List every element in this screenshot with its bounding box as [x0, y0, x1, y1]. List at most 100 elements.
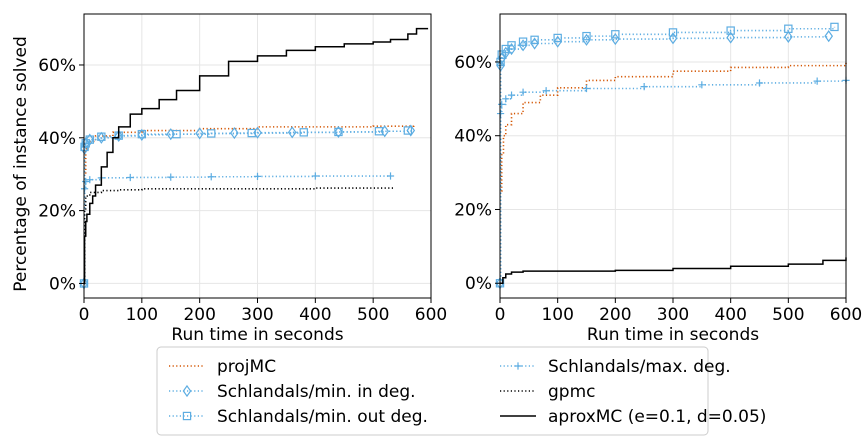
data-point: [582, 33, 591, 46]
x-tick-label: 500: [772, 305, 804, 325]
data-point: [207, 173, 215, 181]
legend-entry: Schlandals/min. in deg.: [169, 382, 416, 402]
data-point: [85, 135, 94, 144]
data-point: [783, 30, 793, 43]
series-line: [83, 130, 409, 285]
data-point: [640, 83, 648, 91]
series-projmc: [83, 125, 415, 285]
data-point: [287, 126, 297, 139]
data-point: [406, 124, 416, 137]
x-tick-label: 100: [126, 305, 158, 325]
chart-panel-1: 0 100 200 300 400 500 600 0% 20% 40% 60% Run time i…: [11, 13, 447, 345]
data-point: [334, 127, 343, 137]
series-line: [499, 26, 836, 285]
data-point: [247, 128, 256, 138]
y-axis-title: Percentage of instance solved: [11, 36, 31, 292]
data-point: [172, 129, 181, 139]
legend-box: [156, 346, 709, 436]
data-point: [755, 79, 764, 87]
y-tick-label: 0%: [49, 274, 76, 294]
data-point: [334, 125, 343, 139]
y-tick-label: 20%: [38, 202, 76, 222]
data-point: [553, 33, 562, 43]
y-tick-label: 0%: [465, 274, 492, 294]
data-point: [582, 31, 591, 41]
legend-label: gpmc: [548, 382, 596, 402]
data-point: [784, 24, 793, 33]
data-point: [519, 88, 527, 96]
data-point: [374, 127, 384, 136]
data-point: [668, 32, 678, 45]
data-point: [137, 128, 147, 141]
data-point: [726, 26, 735, 35]
data-point: [167, 173, 175, 181]
data-point: [498, 100, 506, 108]
data-point: [311, 172, 319, 180]
legend-entry: aproxMC (e=0.1, d=0.05): [500, 407, 766, 427]
y-tick-label: 40%: [454, 127, 492, 147]
legend-label: projMC: [217, 357, 276, 377]
y-tick-label: 60%: [38, 56, 76, 76]
data-point: [698, 81, 706, 89]
x-tick-label: 300: [657, 305, 689, 325]
data-point: [97, 132, 106, 141]
x-tick-label: 200: [183, 305, 215, 325]
y-tick-label: 40%: [38, 129, 76, 149]
data-point: [230, 126, 239, 140]
data-point: [207, 129, 216, 138]
data-point: [126, 173, 134, 182]
data-point: [507, 41, 516, 50]
legend-marker: [182, 411, 192, 421]
data-point: [582, 84, 591, 93]
x-axis-title: Run time in seconds: [587, 325, 759, 345]
series-schlandals-min-out-deg: [495, 22, 839, 288]
data-point: [403, 126, 413, 135]
data-point: [497, 52, 507, 65]
series-line: [83, 27, 429, 285]
chart-panel-2: 0 100 200 300 400 500 600 0% 20% 40% 60% Run time i…: [454, 13, 862, 345]
legend-entry: projMC: [169, 357, 276, 377]
data-point: [82, 177, 90, 186]
data-point: [299, 128, 308, 137]
legend-label: Schlandals/max. deg.: [548, 357, 731, 377]
data-point: [813, 77, 821, 85]
legend-label: aproxMC (e=0.1, d=0.05): [548, 407, 766, 427]
series-schlandals-max-deg: [80, 172, 395, 288]
x-tick-label: 600: [415, 305, 447, 325]
x-tick-label: 500: [357, 305, 389, 325]
data-point: [86, 176, 94, 184]
series-line: [499, 61, 847, 285]
data-point: [253, 172, 262, 180]
legend-marker: [514, 362, 522, 370]
data-point: [507, 91, 516, 99]
x-tick-label: 300: [241, 305, 273, 325]
x-axis-title: Run time in seconds: [171, 325, 343, 345]
x-tick-label: 400: [714, 305, 746, 325]
series-schlandals-min-in-deg: [495, 30, 834, 290]
legend-label: Schlandals/min. in deg.: [217, 382, 416, 402]
legend-entry: Schlandals/min. out deg.: [169, 407, 428, 427]
data-point: [668, 28, 678, 37]
x-tick-label: 0: [79, 305, 90, 325]
series-line: [83, 187, 394, 285]
series-projmc: [499, 61, 847, 285]
y-tick-label: 60%: [454, 53, 492, 73]
data-point: [496, 109, 505, 118]
series-schlandals-min-in-deg: [79, 124, 416, 290]
legend-entry: Schlandals/max. deg.: [500, 357, 731, 377]
x-tick-label: 400: [299, 305, 331, 325]
data-point: [542, 87, 550, 95]
data-point: [386, 172, 395, 180]
data-point: [195, 127, 205, 140]
series-aproxmc-e-0-1-d-0-05: [500, 257, 847, 284]
data-point: [553, 35, 563, 48]
data-point: [824, 30, 834, 43]
data-point: [611, 30, 620, 39]
data-point: [726, 31, 736, 44]
series-line: [83, 175, 391, 285]
data-point: [137, 129, 147, 139]
data-point: [518, 39, 528, 52]
data-point: [80, 185, 89, 193]
legend: projMC Schlandals/max. deg. Schlandals/min…: [156, 346, 766, 436]
data-point: [502, 95, 510, 103]
